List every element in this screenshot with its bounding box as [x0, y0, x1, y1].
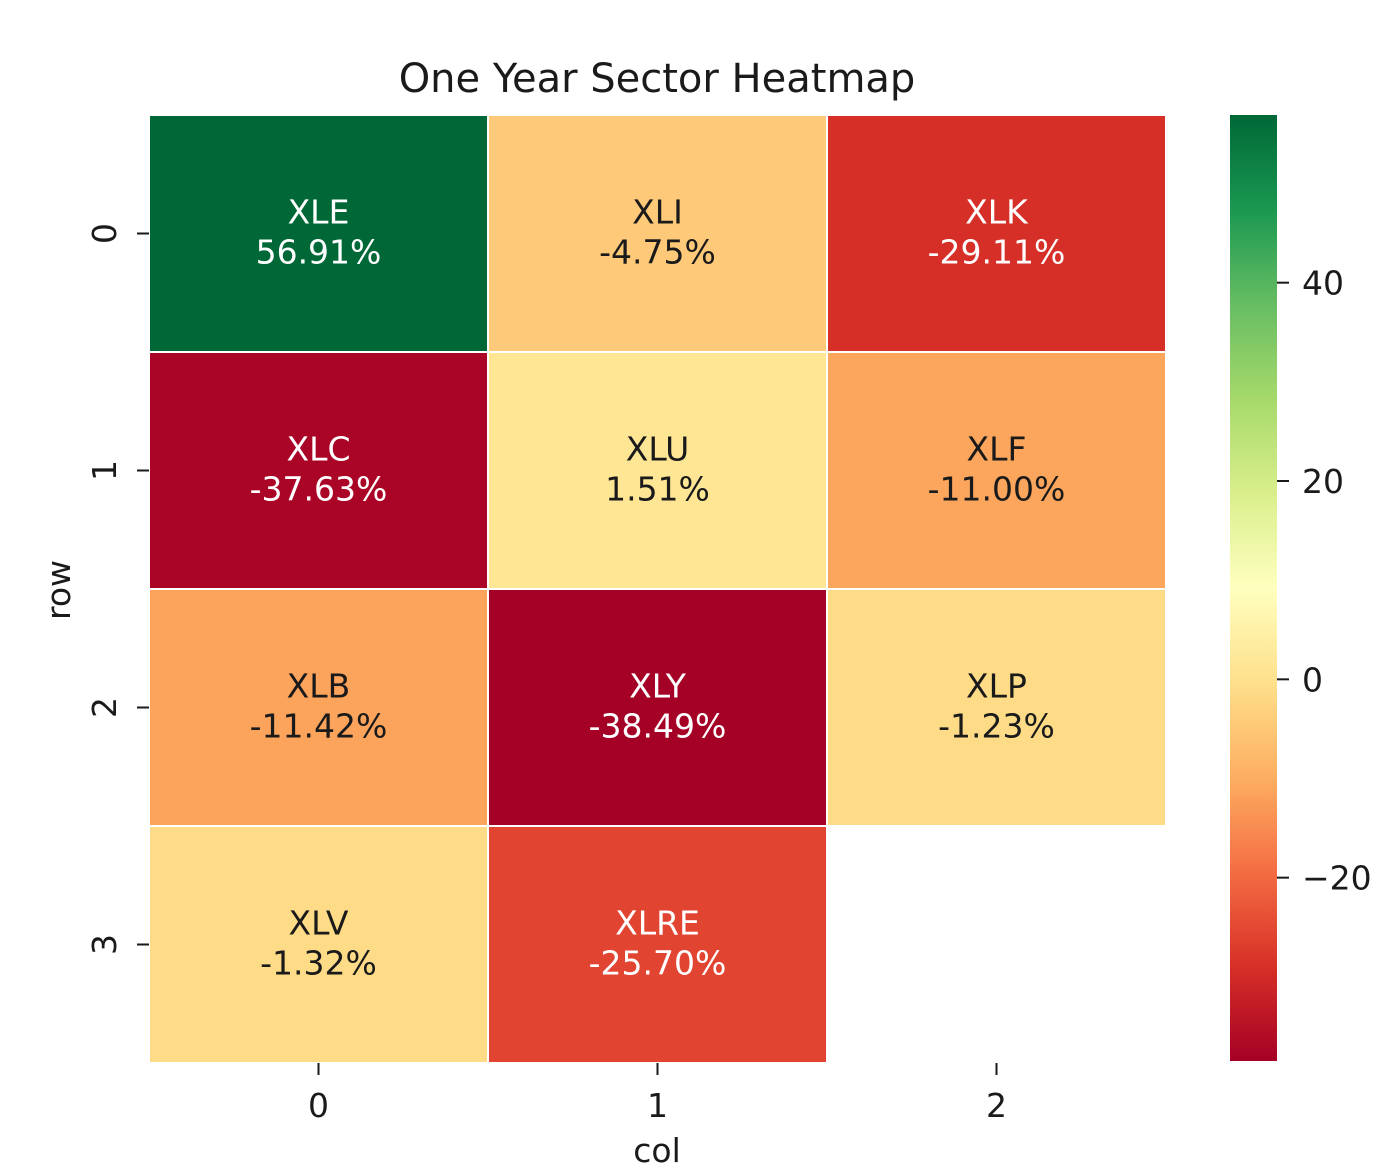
- heatmap-cell: [487, 114, 828, 353]
- cell-ticker-label: XLV: [289, 904, 349, 943]
- cell-value-label: 56.91%: [256, 233, 382, 272]
- cell-ticker-label: XLK: [965, 193, 1029, 232]
- cell-ticker-label: XLU: [626, 430, 690, 469]
- y-tick-label: 1: [85, 460, 124, 481]
- cell-value-label: -11.00%: [928, 470, 1066, 509]
- heatmap-cell: [148, 114, 489, 353]
- x-tick-label: 0: [308, 1086, 329, 1125]
- cell-ticker-label: XLB: [287, 667, 351, 706]
- cell-value-label: -1.23%: [938, 707, 1055, 746]
- x-axis: 0 1 2: [308, 1063, 1007, 1125]
- cell-ticker-label: XLI: [632, 193, 683, 232]
- y-axis-label: row: [39, 560, 78, 620]
- cell-value-label: -11.42%: [250, 707, 388, 746]
- colorbar-tick-label: 0: [1302, 660, 1323, 699]
- y-axis: 0 1 2 3: [85, 223, 149, 955]
- colorbar-axis: 40 20 0 −20: [1277, 264, 1372, 898]
- colorbar-tick-label: 40: [1302, 264, 1344, 303]
- heatmap-cell: [148, 351, 489, 590]
- y-tick-label: 2: [85, 697, 124, 718]
- heatmap-cell: [487, 825, 828, 1064]
- cell-value-label: -25.70%: [589, 944, 727, 983]
- cell-value-label: -1.32%: [260, 944, 377, 983]
- cell-value-label: -4.75%: [599, 233, 716, 272]
- colorbar-tick-label: 20: [1302, 462, 1344, 501]
- heatmap-cell: [826, 588, 1167, 827]
- y-tick-label: 0: [85, 223, 124, 244]
- y-tick-label: 3: [85, 934, 124, 955]
- cell-ticker-label: XLE: [288, 193, 350, 232]
- cell-ticker-label: XLC: [286, 430, 350, 469]
- cell-value-label: 1.51%: [605, 470, 710, 509]
- colorbar: [1230, 115, 1277, 1061]
- cell-value-label: -29.11%: [928, 233, 1066, 272]
- cell-value-label: -37.63%: [250, 470, 388, 509]
- heatmap-cell: [148, 825, 489, 1064]
- cell-ticker-label: XLP: [966, 667, 1027, 706]
- chart-title: One Year Sector Heatmap: [399, 56, 916, 102]
- cell-value-label: -38.49%: [589, 707, 727, 746]
- heatmap-cell: [826, 114, 1167, 353]
- heatmap-cell: [487, 351, 828, 590]
- heatmap-cell: [487, 588, 828, 827]
- heatmap-cell: [826, 351, 1167, 590]
- cell-ticker-label: XLF: [967, 430, 1027, 469]
- x-axis-label: col: [633, 1131, 681, 1170]
- x-tick-label: 2: [986, 1086, 1007, 1125]
- colorbar-tick-label: −20: [1302, 859, 1372, 898]
- cell-ticker-label: XLY: [629, 667, 687, 706]
- x-tick-label: 1: [647, 1086, 668, 1125]
- cell-ticker-label: XLRE: [615, 904, 700, 943]
